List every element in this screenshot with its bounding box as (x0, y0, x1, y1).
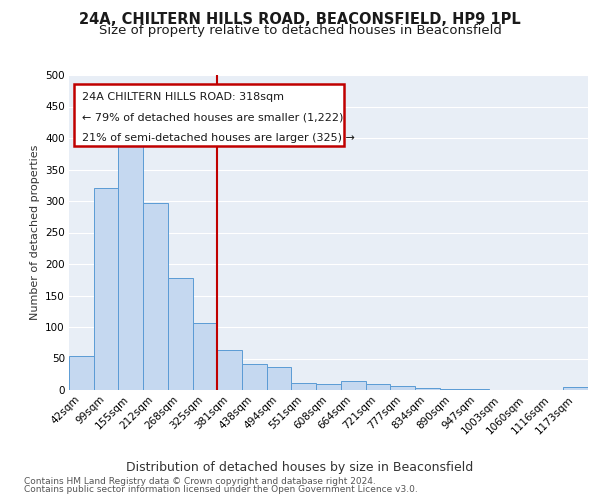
Text: 24A CHILTERN HILLS ROAD: 318sqm: 24A CHILTERN HILLS ROAD: 318sqm (82, 92, 284, 102)
Text: 24A, CHILTERN HILLS ROAD, BEACONSFIELD, HP9 1PL: 24A, CHILTERN HILLS ROAD, BEACONSFIELD, … (79, 12, 521, 28)
Bar (143, 203, 168, 390)
Bar (415, 388, 440, 390)
Bar (217, 350, 242, 390)
Bar (242, 364, 267, 390)
FancyBboxPatch shape (74, 84, 344, 146)
Bar (316, 384, 341, 390)
Bar (193, 322, 217, 390)
Text: Distribution of detached houses by size in Beaconsfield: Distribution of detached houses by size … (127, 461, 473, 474)
Bar (292, 383, 316, 390)
Text: Contains HM Land Registry data © Crown copyright and database right 2024.: Contains HM Land Registry data © Crown c… (24, 477, 376, 486)
Bar (390, 386, 415, 390)
Y-axis label: Number of detached properties: Number of detached properties (29, 145, 40, 320)
Bar (440, 388, 464, 390)
Bar (365, 384, 390, 390)
Text: Size of property relative to detached houses in Beaconsfield: Size of property relative to detached ho… (98, 24, 502, 37)
Bar (267, 366, 292, 390)
Bar (118, 138, 143, 390)
Text: Contains public sector information licensed under the Open Government Licence v3: Contains public sector information licen… (24, 485, 418, 494)
Bar (341, 380, 365, 390)
Bar (563, 387, 588, 390)
Bar (168, 278, 193, 390)
Bar (94, 188, 118, 390)
Text: ← 79% of detached houses are smaller (1,222): ← 79% of detached houses are smaller (1,… (82, 113, 343, 123)
Bar (69, 356, 94, 390)
Text: 21% of semi-detached houses are larger (325) →: 21% of semi-detached houses are larger (… (82, 134, 355, 143)
